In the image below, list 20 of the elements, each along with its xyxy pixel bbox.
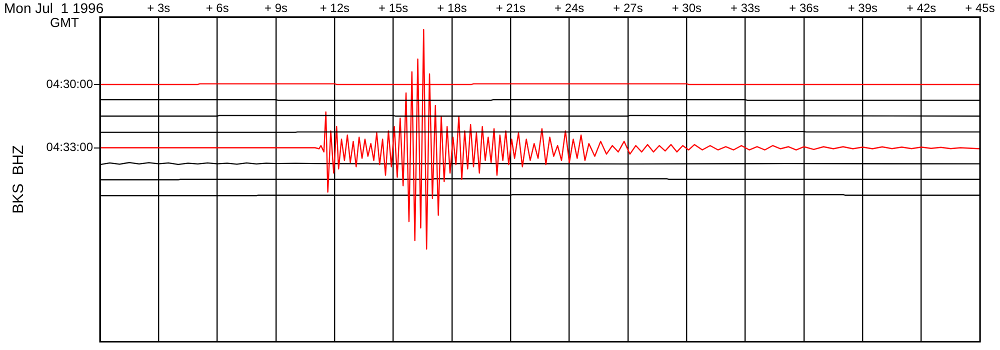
x-tick-label: + 45s [965, 1, 995, 16]
x-tick-label: + 21s [496, 1, 526, 16]
x-tick-label: + 24s [554, 1, 584, 16]
x-tick-label: + 33s [730, 1, 760, 16]
y-tick-label: 04:33:00 [46, 140, 94, 154]
x-tick-label: + 6s [206, 1, 229, 16]
x-tick-label: + 36s [789, 1, 819, 16]
chart-subtitle: GMT [50, 15, 79, 30]
x-tick-label: + 27s [613, 1, 643, 16]
x-tick-label: + 9s [264, 1, 288, 16]
x-tick-label: + 12s [320, 1, 350, 16]
y-tick-label: 04:30:00 [46, 76, 94, 91]
x-tick-label: + 15s [378, 1, 408, 16]
x-tick-label: + 39s [848, 1, 878, 16]
x-tick-label: + 3s [147, 1, 170, 16]
y-axis-title: BKS BHZ [10, 145, 28, 214]
x-tick-label: + 18s [437, 1, 467, 16]
chart-title: Mon Jul 1 1996 [4, 0, 104, 16]
x-tick-label: + 30s [672, 1, 702, 16]
x-tick-label: + 42s [906, 1, 936, 16]
